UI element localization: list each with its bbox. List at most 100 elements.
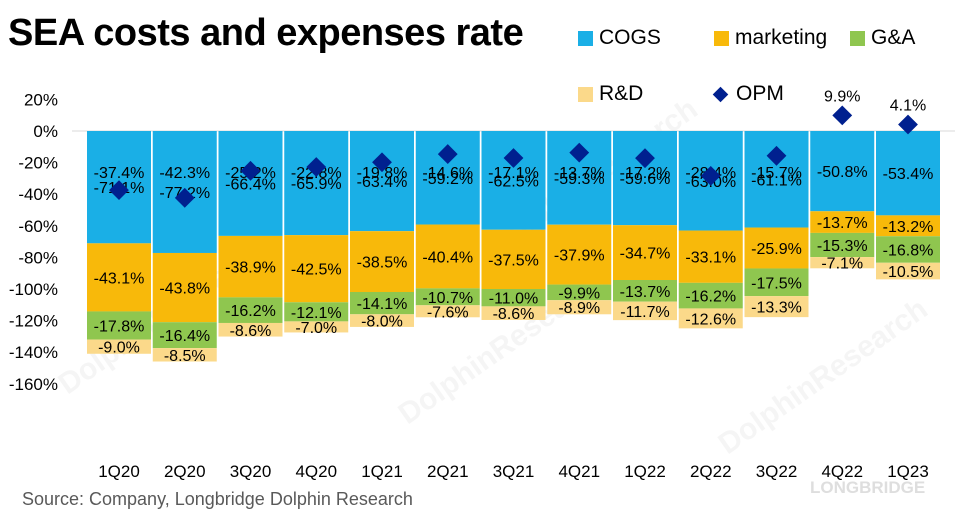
y-tick-label: -60% — [18, 217, 58, 236]
data-label-ga: -15.3% — [817, 238, 868, 255]
x-tick-label: 1Q23 — [887, 462, 929, 481]
x-tick-label: 3Q21 — [493, 462, 535, 481]
bar-segment-marketing — [876, 215, 940, 237]
data-label-opm: 4.1% — [890, 98, 926, 115]
x-tick-label: 2Q21 — [427, 462, 469, 481]
data-label-marketing: -40.4% — [422, 249, 473, 266]
data-label-rd: -7.1% — [821, 256, 863, 273]
y-tick-label: -80% — [18, 248, 58, 267]
bar-segment-ga — [876, 236, 940, 263]
opm-point — [109, 180, 129, 200]
data-label-ga: -10.7% — [422, 290, 473, 307]
bar-segment-cogs — [810, 131, 875, 212]
bar-segment-ga — [152, 322, 217, 349]
data-label-rd: -9.0% — [98, 340, 140, 357]
bar-segment-cogs — [284, 131, 349, 236]
bar-segment-marketing — [481, 229, 546, 289]
data-label-marketing: -37.5% — [488, 252, 539, 269]
y-tick-label: -40% — [18, 185, 58, 204]
data-label-marketing: -43.8% — [159, 281, 210, 298]
bar-segment-ga — [284, 302, 349, 322]
bar-segment-rd — [284, 321, 349, 333]
y-tick-label: 0% — [33, 122, 58, 141]
bar-segment-rd — [218, 322, 283, 337]
data-label-cogs: -65.9% — [291, 176, 342, 193]
data-label-ga: -13.7% — [620, 284, 671, 301]
bar-segment-ga — [547, 284, 612, 301]
bar-segment-rd — [678, 308, 743, 329]
x-tick-label: 4Q21 — [558, 462, 600, 481]
x-tick-label: 1Q22 — [624, 462, 666, 481]
bar-segment-marketing — [613, 225, 677, 280]
data-label-marketing: -38.9% — [225, 260, 276, 277]
data-label-rd: -8.6% — [230, 323, 272, 340]
bar-segment-marketing — [350, 231, 414, 293]
bar-segment-rd — [152, 348, 217, 362]
opm-point — [372, 152, 392, 173]
data-label-marketing: -42.5% — [291, 262, 342, 279]
data-label-opm: 9.9% — [824, 88, 860, 105]
data-label-ga: -16.2% — [225, 303, 276, 320]
data-label-marketing: -13.2% — [883, 219, 934, 236]
data-label-cogs: -59.2% — [422, 171, 473, 188]
bar-segment-ga — [87, 311, 151, 340]
bar-segment-ga — [481, 289, 546, 307]
data-label-opm: -17.1% — [488, 165, 539, 182]
x-tick-label: 1Q21 — [361, 462, 403, 481]
data-label-cogs: -50.8% — [817, 164, 868, 181]
chart-title: SEA costs and expenses rate — [8, 12, 524, 54]
data-label-rd: -12.6% — [685, 311, 736, 328]
bar-segment-rd — [415, 305, 480, 318]
data-label-cogs: -63.4% — [357, 174, 408, 191]
opm-point — [306, 157, 327, 177]
data-label-opm: -37.4% — [94, 165, 145, 182]
bar-segment-rd — [744, 296, 809, 318]
data-label-rd: -8.6% — [493, 306, 535, 323]
x-tick-label: 1Q20 — [98, 462, 140, 481]
data-label-ga: -11.0% — [489, 291, 539, 308]
x-tick-label: 3Q22 — [756, 462, 798, 481]
bar-segment-ga — [810, 232, 875, 258]
data-label-ga: -17.5% — [751, 275, 802, 292]
data-label-rd: -8.5% — [164, 348, 206, 365]
x-tick-label: 2Q22 — [690, 462, 732, 481]
data-label-ga: -14.1% — [357, 296, 408, 313]
y-tick-label: -160% — [9, 375, 58, 394]
data-label-rd: -7.6% — [427, 304, 469, 321]
bar-segment-ga — [350, 292, 414, 315]
data-label-ga: -9.9% — [558, 285, 600, 302]
data-label-marketing: -38.5% — [357, 255, 408, 272]
bar-segment-marketing — [218, 235, 283, 298]
data-label-ga: -16.8% — [883, 243, 934, 260]
data-label-ga: -12.1% — [291, 305, 342, 322]
bar-segment-marketing — [810, 211, 875, 233]
data-label-marketing: -43.1% — [94, 270, 145, 287]
bar-segment-marketing — [678, 230, 743, 283]
data-label-rd: -8.0% — [361, 314, 403, 331]
bar-segment-ga — [218, 297, 283, 323]
data-label-opm: -17.2% — [620, 165, 671, 182]
bar-segment-ga — [613, 279, 677, 302]
x-tick-label: 4Q22 — [821, 462, 863, 481]
y-tick-label: -20% — [18, 154, 58, 173]
data-label-rd: -13.3% — [751, 300, 802, 317]
data-label-cogs: -53.4% — [883, 166, 934, 183]
bar-segment-ga — [415, 288, 480, 306]
bar-segment-rd — [876, 262, 940, 280]
bar-segment-cogs — [218, 131, 283, 236]
bar-segment-marketing — [744, 227, 809, 269]
x-tick-label: 4Q20 — [295, 462, 337, 481]
opm-point — [240, 160, 261, 181]
bar-segment-marketing — [87, 243, 151, 312]
data-label-cogs: -66.4% — [225, 176, 276, 193]
data-label-cogs: -59.3% — [554, 171, 605, 188]
bar-segment-ga — [678, 282, 743, 309]
source-note: Source: Company, Longbridge Dolphin Rese… — [22, 489, 413, 509]
bar-segment-cogs — [876, 131, 940, 216]
data-label-opm: -13.7% — [554, 165, 605, 182]
data-label-marketing: -34.7% — [620, 246, 671, 263]
data-label-rd: -8.9% — [558, 300, 600, 317]
data-label-rd: -7.0% — [295, 320, 337, 337]
x-tick-label: 3Q20 — [230, 462, 272, 481]
